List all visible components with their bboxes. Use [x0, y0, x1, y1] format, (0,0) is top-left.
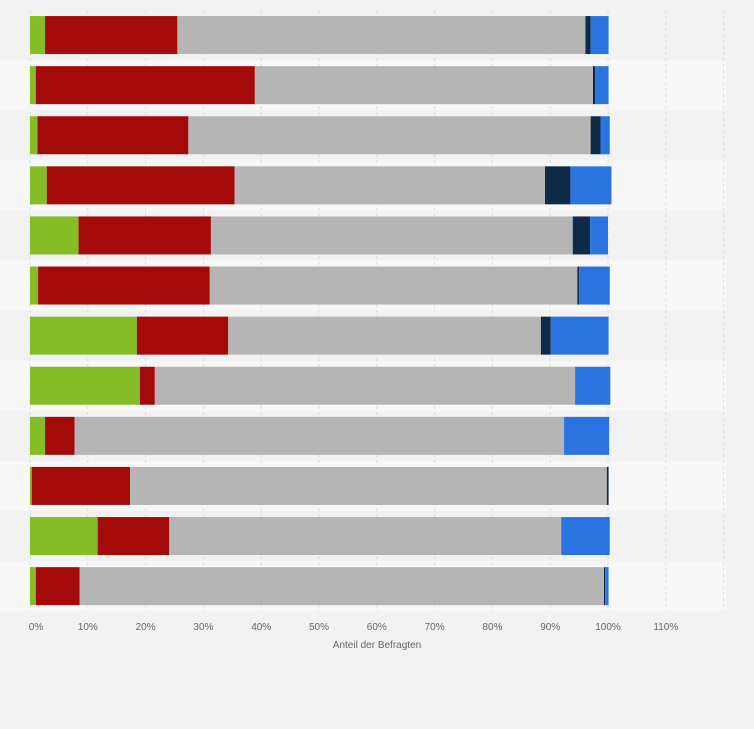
- bar-segment: [31, 466, 130, 505]
- bar-segment: [37, 116, 189, 155]
- bar-segment: [30, 166, 47, 205]
- bar-segment: [30, 517, 98, 556]
- bar-segment: [136, 316, 229, 355]
- x-axis-tick-labels: 0% 10% 20% 30% 40% 50% 60% 70% 80% 90% 100% 110%: [29, 622, 679, 633]
- x-tick-label: 100%: [595, 622, 621, 633]
- bar-segment: [590, 216, 608, 255]
- grid-lines: [29, 10, 725, 612]
- bar-segment: [550, 316, 609, 355]
- bar-segment: [30, 366, 140, 405]
- x-tick-label: 40%: [251, 622, 271, 633]
- bar-segment: [579, 266, 610, 305]
- bar-segment: [572, 216, 591, 255]
- bars: [30, 16, 612, 606]
- bar-segment: [30, 466, 32, 505]
- bar-segment: [561, 517, 610, 556]
- x-tick-label: 70%: [425, 622, 445, 633]
- bar-segment: [570, 166, 612, 205]
- x-tick-label: 50%: [309, 622, 329, 633]
- bar-segment: [585, 16, 591, 55]
- x-tick-label: 90%: [540, 622, 560, 633]
- bar-segment: [188, 116, 591, 155]
- bar-segment: [540, 316, 551, 355]
- x-tick-label: 20%: [136, 622, 156, 633]
- bar-segment: [605, 567, 609, 606]
- bar-segment: [79, 567, 604, 606]
- bar-segment: [46, 166, 235, 205]
- bar-segment: [45, 416, 75, 455]
- bar-segment: [30, 316, 137, 355]
- bar-segment: [45, 16, 178, 55]
- bar-segment: [74, 416, 565, 455]
- x-tick-label: 10%: [78, 622, 98, 633]
- bar-segment: [177, 16, 586, 55]
- bar-segment: [592, 66, 596, 105]
- bar-segment: [544, 166, 571, 205]
- bar-segment: [210, 216, 573, 255]
- bar-segment: [228, 316, 541, 355]
- bar-segment: [590, 16, 609, 55]
- bar-segment: [97, 517, 170, 556]
- bar-segment: [30, 266, 39, 305]
- bar-segment: [35, 66, 255, 105]
- bar-segment: [35, 567, 80, 606]
- x-axis-title: Anteil der Befragten: [333, 640, 421, 651]
- bar-segment: [78, 216, 211, 255]
- bar-segment: [30, 16, 46, 55]
- bar-segment: [30, 116, 38, 155]
- bar-segment: [234, 166, 545, 205]
- x-tick-label: 30%: [193, 622, 213, 633]
- x-tick-label: 110%: [653, 622, 678, 633]
- bar-segment: [595, 66, 609, 105]
- bar-segment: [30, 567, 36, 606]
- bar-segment: [603, 567, 606, 606]
- bar-segment: [129, 466, 607, 505]
- bar-segment: [606, 466, 609, 505]
- bar-segment: [590, 116, 601, 155]
- x-tick-label: 60%: [367, 622, 387, 633]
- bar-segment: [209, 266, 578, 305]
- bar-segment: [564, 416, 610, 455]
- bar-segment: [154, 366, 576, 405]
- bar-segment: [30, 216, 79, 255]
- bar-segment: [254, 66, 593, 105]
- bar-segment: [600, 116, 610, 155]
- bar-segment: [38, 266, 210, 305]
- bar-segment: [139, 366, 155, 405]
- bar-segment: [169, 517, 562, 556]
- bar-segment: [30, 66, 36, 105]
- bar-segment: [30, 416, 46, 455]
- x-tick-label: 0%: [29, 622, 44, 633]
- bar-segment: [577, 266, 580, 305]
- bar-segment: [575, 366, 611, 405]
- x-tick-label: 80%: [482, 622, 502, 633]
